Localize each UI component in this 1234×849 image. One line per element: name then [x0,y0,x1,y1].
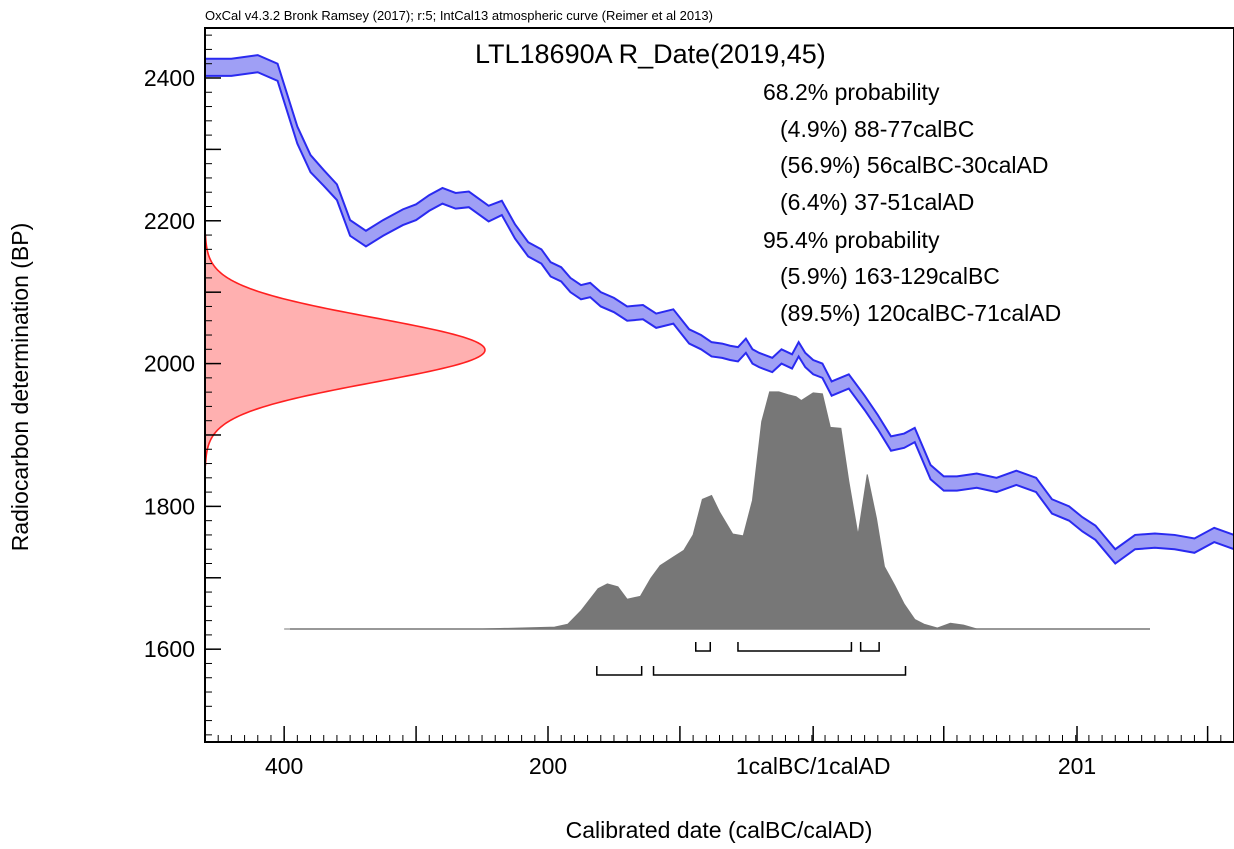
y-tick-label-4: 1800 [144,493,195,519]
annotation-range-95-2: (89.5%) 120calBC-71calAD [780,300,1061,326]
annotation-range-95-1: (5.9%) 163-129calBC [780,263,1000,289]
calibrated-distribution-fill [284,391,1150,630]
x-axis-ticks: 400 200 1calBC/1calAD 201 [217,726,1234,779]
range-bracket-68-3 [859,642,880,652]
radiocarbon-distribution-fill [205,234,485,466]
annotation-range-68-3: (6.4%) 37-51calAD [780,189,974,215]
range-bracket-68-1 [695,642,712,652]
radiocarbon-distribution-line [204,234,486,466]
range-bracket-95-2 [652,666,907,676]
chart-subtitle: OxCal v4.3.2 Bronk Ramsey (2017); r:5; I… [205,8,713,23]
calibration-curve-band [205,55,1234,564]
range-bracket-95-1 [596,666,643,676]
x-tick-label-1: 400 [265,753,303,779]
x-tick-label-2: 200 [529,753,567,779]
y-axis-ticks: 2400 2200 2000 1800 1600 [144,34,221,736]
x-tick-label-4: 201 [1058,753,1096,779]
calibration-curve-lower-line [205,71,1234,565]
y-tick-label-1: 2400 [144,65,195,91]
y-tick-label-3: 2000 [144,351,195,377]
calibration-curve-layer [205,54,1234,565]
y-axis-label: Radiocarbon determination (BP) [7,223,33,552]
range-bracket-68-2 [737,642,853,652]
annotation-range-68-1: (4.9%) 88-77calBC [780,116,974,142]
chart-title: LTL18690A R_Date(2019,45) [475,39,826,69]
radiocarbon-distribution-layer [204,234,486,466]
x-axis-label: Calibrated date (calBC/calAD) [566,817,873,843]
calibration-curve-upper-line [205,54,1234,551]
annotation-prob-68: 68.2% probability [763,79,940,105]
x-tick-label-3: 1calBC/1calAD [736,753,891,779]
calibrated-distribution-layer [284,391,1150,630]
annotation-range-68-2: (56.9%) 56calBC-30calAD [780,152,1048,178]
y-tick-label-2: 2200 [144,208,195,234]
range-brackets-layer [596,642,907,676]
y-tick-label-5: 1600 [144,636,195,662]
annotation-prob-95: 95.4% probability [763,227,940,253]
